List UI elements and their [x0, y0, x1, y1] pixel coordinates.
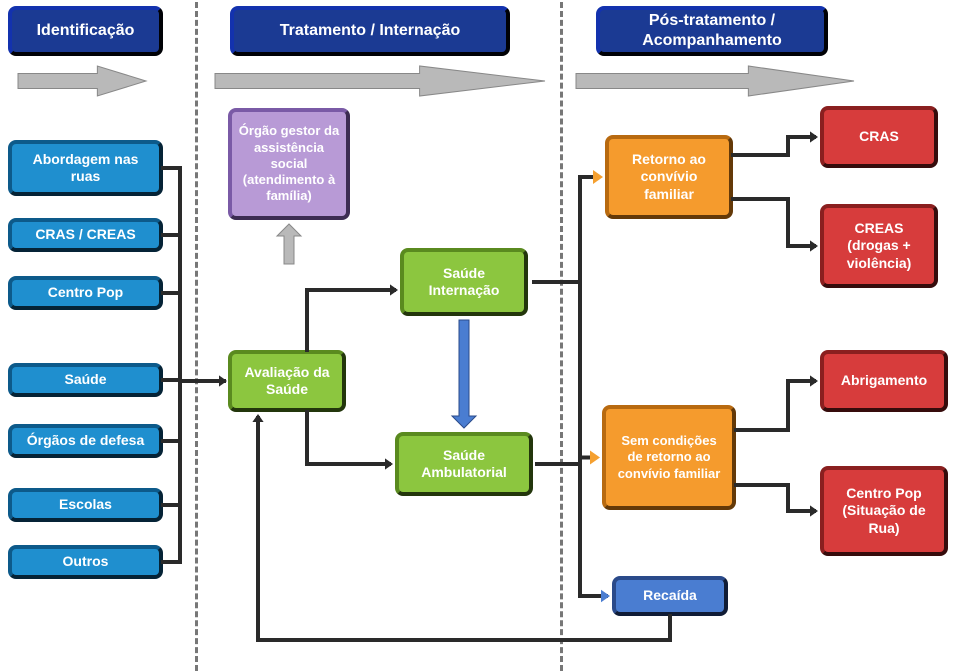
dashed-separator-2 [560, 2, 563, 671]
box-sem-condicoes: Sem condições de retorno ao convívio fam… [602, 405, 736, 510]
label: Escolas [59, 496, 112, 514]
left-cras-creas: CRAS / CREAS [8, 218, 163, 252]
box-cras: CRAS [820, 106, 938, 168]
header-tratamento: Tratamento / Internação [230, 6, 510, 56]
box-avaliacao-saude: Avaliação da Saúde [228, 350, 346, 412]
box-creas: CREAS (drogas + violência) [820, 204, 938, 288]
label: CREAS (drogas + violência) [830, 220, 928, 273]
left-saude: Saúde [8, 363, 163, 397]
left-centro-pop: Centro Pop [8, 276, 163, 310]
box-centro-pop-rua: Centro Pop (Situação de Rua) [820, 466, 948, 556]
box-orgao-gestor: Órgão gestor da assistência social (aten… [228, 108, 350, 220]
label: Sem condições de retorno ao convívio fam… [612, 433, 726, 482]
label: Avaliação da Saúde [238, 364, 336, 399]
left-abordagem: Abordagem nas ruas [8, 140, 163, 196]
label: CRAS [859, 128, 899, 146]
box-abrigamento: Abrigamento [820, 350, 948, 412]
label: Abrigamento [841, 372, 927, 390]
label: Órgãos de defesa [27, 432, 145, 450]
header-postratamento: Pós-tratamento / Acompanhamento [596, 6, 828, 56]
label: Saúde [64, 371, 106, 389]
label: Identificação [37, 21, 135, 41]
label: Centro Pop (Situação de Rua) [830, 485, 938, 538]
label: CRAS / CREAS [35, 226, 135, 244]
label: Recaída [643, 587, 697, 605]
label: Pós-tratamento / Acompanhamento [606, 11, 818, 51]
label: Retorno ao convívio familiar [615, 151, 723, 204]
left-outros: Outros [8, 545, 163, 579]
label: Órgão gestor da assistência social (aten… [238, 123, 340, 204]
header-identificacao: Identificação [8, 6, 163, 56]
box-recaida: Recaída [612, 576, 728, 616]
label: Outros [63, 553, 109, 571]
box-saude-internacao: Saúde Internação [400, 248, 528, 316]
left-orgaos-defesa: Órgãos de defesa [8, 424, 163, 458]
label: Saúde Ambulatorial [405, 447, 523, 482]
label: Tratamento / Internação [280, 21, 461, 41]
dashed-separator-1 [195, 2, 198, 671]
box-saude-ambulatorial: Saúde Ambulatorial [395, 432, 533, 496]
box-retorno-convivio: Retorno ao convívio familiar [605, 135, 733, 219]
left-escolas: Escolas [8, 488, 163, 522]
label: Centro Pop [48, 284, 123, 302]
label: Abordagem nas ruas [18, 151, 153, 186]
label: Saúde Internação [410, 265, 518, 300]
